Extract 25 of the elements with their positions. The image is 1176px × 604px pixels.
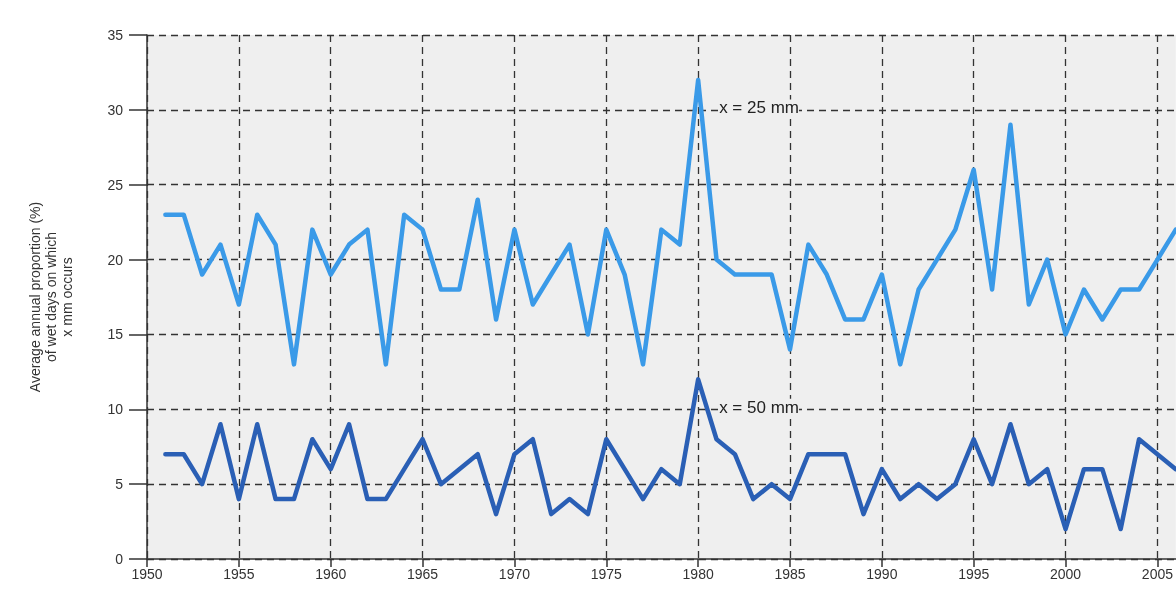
y-tick-label: 25 bbox=[107, 176, 124, 193]
x-tick-label: 1950 bbox=[131, 566, 163, 582]
x-tick-label: 1985 bbox=[774, 566, 806, 582]
x-tick-label: 1965 bbox=[406, 566, 439, 582]
x-tick-label: 1980 bbox=[682, 566, 714, 582]
x-tick-label: 1990 bbox=[866, 566, 898, 582]
y-tick-label: 0 bbox=[115, 551, 124, 567]
x-tick-label: 1955 bbox=[223, 566, 255, 582]
x-tick-label: 2005 bbox=[1141, 566, 1174, 582]
line-series bbox=[163, 377, 1176, 532]
y-tick-label: 5 bbox=[115, 476, 124, 493]
series-label: x = 50 mm bbox=[719, 397, 799, 417]
y-axis-title: Average annual proportion (%) of wet days on which x mm occurs bbox=[27, 201, 75, 393]
line-series bbox=[163, 77, 1176, 367]
y-tick-label: 35 bbox=[107, 27, 124, 43]
x-tick-label: 2000 bbox=[1049, 566, 1082, 582]
series-label: x = 25 mm bbox=[719, 98, 799, 118]
x-tick-label: 1995 bbox=[958, 566, 990, 582]
x-tick-label: 1960 bbox=[315, 566, 347, 582]
y-tick-label: 20 bbox=[107, 251, 124, 268]
y-tick-label: 15 bbox=[107, 326, 124, 343]
y-tick-label: 10 bbox=[107, 401, 124, 418]
x-tick-label: 1975 bbox=[590, 566, 623, 582]
x-tick-label: 1970 bbox=[498, 566, 531, 582]
y-tick-label: 30 bbox=[107, 101, 124, 118]
